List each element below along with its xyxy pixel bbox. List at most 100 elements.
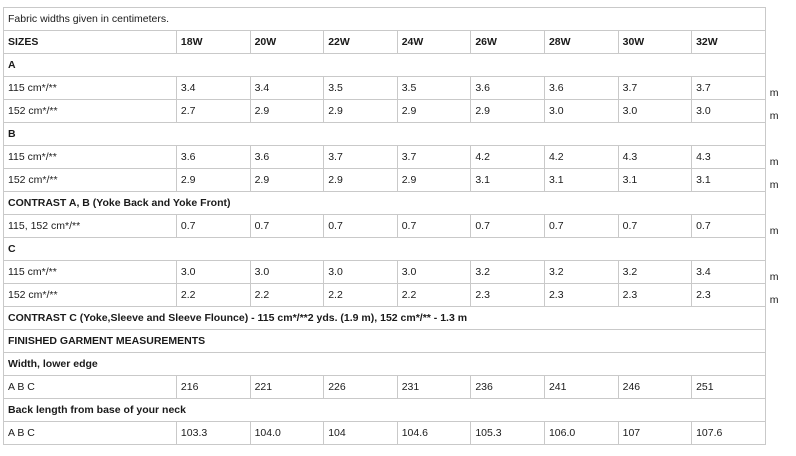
cell-value: 4.3: [617, 145, 693, 169]
cell-value: 2.2: [396, 283, 472, 307]
cell-value: 0.7: [249, 214, 325, 238]
row-label: 152 cm*/**: [3, 283, 177, 307]
table-row: 152 cm*/** 2.7 2.9 2.9 2.9 2.9 3.0 3.0 3.0 m: [3, 99, 796, 123]
cell-value: 0.7: [323, 214, 398, 238]
cell-value: 2.9: [470, 99, 545, 123]
cell-value: 105.3: [470, 421, 545, 445]
cell-value: 3.0: [396, 260, 472, 284]
size-header: 30W: [617, 30, 693, 54]
cell-value: 3.5: [323, 76, 398, 100]
table-row: 115 cm*/** 3.4 3.4 3.5 3.5 3.6 3.6 3.7 3.7 m: [3, 76, 796, 100]
sizes-header-row: SIZES 18W 20W 22W 24W 26W 28W 30W 32W: [3, 30, 796, 54]
table-row: A B C 216 221 226 231 236 241 246 251: [3, 375, 796, 399]
section-title: A: [3, 53, 766, 77]
cell-value: 246: [617, 375, 693, 399]
cell-value: 2.9: [323, 99, 398, 123]
table-row: 115, 152 cm*/** 0.7 0.7 0.7 0.7 0.7 0.7 0.7 0.7 m: [3, 214, 796, 238]
cell-value: 3.7: [617, 76, 693, 100]
cell-value: 3.2: [543, 260, 619, 284]
size-header: 28W: [543, 30, 619, 54]
cell-value: 4.2: [470, 145, 545, 169]
cell-value: 103.3: [175, 421, 251, 445]
cell-value: 3.2: [617, 260, 693, 284]
cell-value: 3.0: [323, 260, 398, 284]
cell-value: 236: [470, 375, 545, 399]
cell-value: 3.0: [175, 260, 251, 284]
cell-value: 3.4: [249, 76, 325, 100]
unit-label: m: [769, 270, 779, 283]
size-header: 22W: [323, 30, 398, 54]
cell-value: 3.2: [470, 260, 545, 284]
cell-value: 3.0: [543, 99, 619, 123]
cell-value: 0.7: [470, 214, 545, 238]
cell-value: 3.1: [470, 168, 545, 192]
cell-value: 3.1: [617, 168, 693, 192]
cell-value: 107: [617, 421, 693, 445]
cell-value: 221: [249, 375, 325, 399]
section-title: Back length from base of your neck: [3, 398, 766, 422]
cell-value: 2.3: [691, 283, 766, 307]
row-label: 115 cm*/**: [3, 76, 177, 100]
section-title-row: A: [3, 53, 796, 77]
section-title-row: B: [3, 122, 796, 146]
unit-label: m: [769, 178, 779, 191]
cell-value: 3.0: [617, 99, 693, 123]
cell-value: 2.7: [175, 99, 251, 123]
size-header: 32W: [691, 30, 766, 54]
fabric-width-note: Fabric widths given in centimeters.: [3, 7, 766, 31]
cell-value: 104: [323, 421, 398, 445]
cell-value: 2.2: [323, 283, 398, 307]
row-label: 115 cm*/**: [3, 260, 177, 284]
cell-value: 3.6: [470, 76, 545, 100]
cell-value: 3.7: [323, 145, 398, 169]
table-row: 152 cm*/** 2.9 2.9 2.9 2.9 3.1 3.1 3.1 3.1 m: [3, 168, 796, 192]
cell-value: 2.9: [396, 99, 472, 123]
cell-value: 3.1: [691, 168, 766, 192]
section-title-row: CONTRAST A, B (Yoke Back and Yoke Front): [3, 191, 796, 215]
cell-value: 107.6: [691, 421, 766, 445]
unit-label: m: [769, 293, 779, 306]
cell-value: 2.9: [323, 168, 398, 192]
table-row: A B C 103.3 104.0 104 104.6 105.3 106.0 107 107.…: [3, 421, 796, 445]
cell-value: 3.0: [249, 260, 325, 284]
table-body: Fabric widths given in centimeters. SIZE…: [3, 7, 796, 445]
row-label: A B C: [3, 375, 177, 399]
cell-value: 2.9: [396, 168, 472, 192]
cell-value: 2.3: [543, 283, 619, 307]
cell-value: 3.4: [691, 260, 766, 284]
cell-value: 0.7: [396, 214, 472, 238]
unit-label: [765, 422, 795, 445]
section-title: B: [3, 122, 766, 146]
cell-value: 251: [691, 375, 766, 399]
cell-value: 2.3: [470, 283, 545, 307]
cell-value: 3.1: [543, 168, 619, 192]
section-title-row: FINISHED GARMENT MEASUREMENTS: [3, 329, 796, 353]
section-title: CONTRAST C (Yoke,Sleeve and Sleeve Floun…: [3, 306, 766, 330]
cell-value: 2.9: [249, 168, 325, 192]
size-header: 24W: [396, 30, 472, 54]
section-title: CONTRAST A, B (Yoke Back and Yoke Front): [3, 191, 766, 215]
cell-value: 3.4: [175, 76, 251, 100]
cell-value: 231: [396, 375, 472, 399]
cell-value: 3.0: [691, 99, 766, 123]
unit-label: m: [769, 224, 779, 237]
section-title-row: Back length from base of your neck: [3, 398, 796, 422]
section-title: Width, lower edge: [3, 352, 766, 376]
section-title-row: C: [3, 237, 796, 261]
cell-value: 4.2: [543, 145, 619, 169]
cell-value: 0.7: [617, 214, 693, 238]
row-label: 115 cm*/**: [3, 145, 177, 169]
row-label: 152 cm*/**: [3, 99, 177, 123]
cell-value: 2.9: [249, 99, 325, 123]
cell-value: 3.6: [175, 145, 251, 169]
table-row: 115 cm*/** 3.0 3.0 3.0 3.0 3.2 3.2 3.2 3.4 m: [3, 260, 796, 284]
cell-value: 0.7: [691, 214, 766, 238]
section-title-row: CONTRAST C (Yoke,Sleeve and Sleeve Floun…: [3, 306, 796, 330]
row-label: 115, 152 cm*/**: [3, 214, 177, 238]
unit-label: m: [769, 155, 779, 168]
cell-value: 2.2: [249, 283, 325, 307]
cell-value: 2.9: [175, 168, 251, 192]
cell-value: 226: [323, 375, 398, 399]
section-title: FINISHED GARMENT MEASUREMENTS: [3, 329, 766, 353]
sizes-label: SIZES: [3, 30, 177, 54]
